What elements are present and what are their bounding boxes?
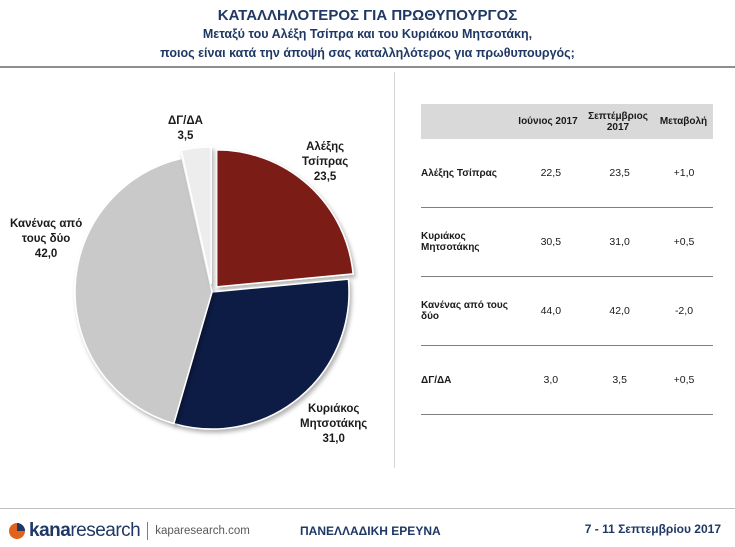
table-header: Ιούνιος 2017 Σεπτέμβριος 2017 Μεταβολή <box>421 104 713 139</box>
row-june: 3,0 <box>543 374 559 386</box>
row-june: 30,5 <box>540 236 562 248</box>
header-cell-september: Σεπτέμβριος 2017 <box>588 110 648 133</box>
header-divider <box>0 66 735 68</box>
logo-text-research: research <box>70 520 141 541</box>
row-june: 22,5 <box>540 167 562 179</box>
row-name: Κυριάκος Μητσοτάκης <box>421 231 480 253</box>
slice-label-none: Κανένας από τους δύο 42,0 <box>10 218 83 260</box>
row-september: 31,0 <box>609 236 630 248</box>
row-name: Κανένας από τους δύο <box>421 300 508 322</box>
pie-slice-none <box>74 157 213 425</box>
row-change: +0,5 <box>673 236 695 248</box>
row-change: +0,5 <box>673 374 695 386</box>
row-change: -2,0 <box>674 305 694 317</box>
pie-slice-tsipras <box>215 149 354 288</box>
survey-date: 7 - 11 Σεπτεμβρίου 2017 <box>584 522 721 536</box>
header: ΚΑΤΑΛΛΗΛΟΤΕΡΟΣ ΓΙΑ ΠΡΩΘΥΠΟΥΡΓΟΣ Μεταξύ τ… <box>0 0 735 66</box>
pie-slice-mitsotakis <box>172 278 350 430</box>
company-logo: kana research kaparesearch.com <box>8 519 250 543</box>
logo-mark-icon <box>9 523 25 539</box>
row-name: Αλέξης Τσίπρας <box>421 167 498 179</box>
pie-chart: Αλέξης Τσίπρας 23,5 Κυριάκος Μητσοτάκης … <box>0 70 395 470</box>
header-cell-change: Μεταβολή <box>659 116 708 127</box>
section-divider <box>394 72 395 468</box>
comparison-table: Ιούνιος 2017 Σεπτέμβριος 2017 Μεταβολή Α… <box>421 104 713 415</box>
row-september: 42,0 <box>609 305 630 317</box>
website-link[interactable]: kaparesearch.com <box>155 525 250 537</box>
table-row: Κανένας από τους δύο 44,0 42,0 -2,0 <box>421 277 713 346</box>
table-row: Κυριάκος Μητσοτάκης 30,5 31,0 +0,5 <box>421 208 713 277</box>
row-september: 23,5 <box>609 167 630 179</box>
footer-divider <box>0 508 735 509</box>
logo-separator <box>147 522 149 540</box>
pie-svg <box>74 146 354 430</box>
header-cell-june: Ιούνιος 2017 <box>518 116 578 127</box>
row-change: +1,0 <box>673 167 695 179</box>
row-june: 44,0 <box>540 305 562 317</box>
row-september: 3,5 <box>612 374 627 386</box>
question-line-1: Μεταξύ του Αλέξη Τσίπρα και του Κυριάκου… <box>202 27 533 41</box>
question-line-2: ποιος είναι κατά την άποψή σας καταλληλό… <box>160 46 575 60</box>
page-title: ΚΑΤΑΛΛΗΛΟΤΕΡΟΣ ΓΙΑ ΠΡΩΘΥΠΟΥΡΓΟΣ <box>217 7 518 24</box>
row-name: ΔΓ/ΔΑ <box>421 374 452 386</box>
slice-label-dk: ΔΓ/ΔΑ 3,5 <box>168 115 203 142</box>
table-row: Αλέξης Τσίπρας 22,5 23,5 +1,0 <box>421 139 713 208</box>
slice-label-tsipras: Αλέξης Τσίπρας 23,5 <box>302 141 349 183</box>
table-row: ΔΓ/ΔΑ 3,0 3,5 +0,5 <box>421 346 713 415</box>
pie-slice-dk <box>180 146 212 285</box>
slice-label-mitsotakis: Κυριάκος Μητσοτάκης 31,0 <box>300 403 368 445</box>
logo-text-kana: kana <box>29 520 71 541</box>
survey-label: ΠΑΝΕΛΛΑΔΙΚΗ ΕΡΕΥΝΑ <box>300 524 441 538</box>
